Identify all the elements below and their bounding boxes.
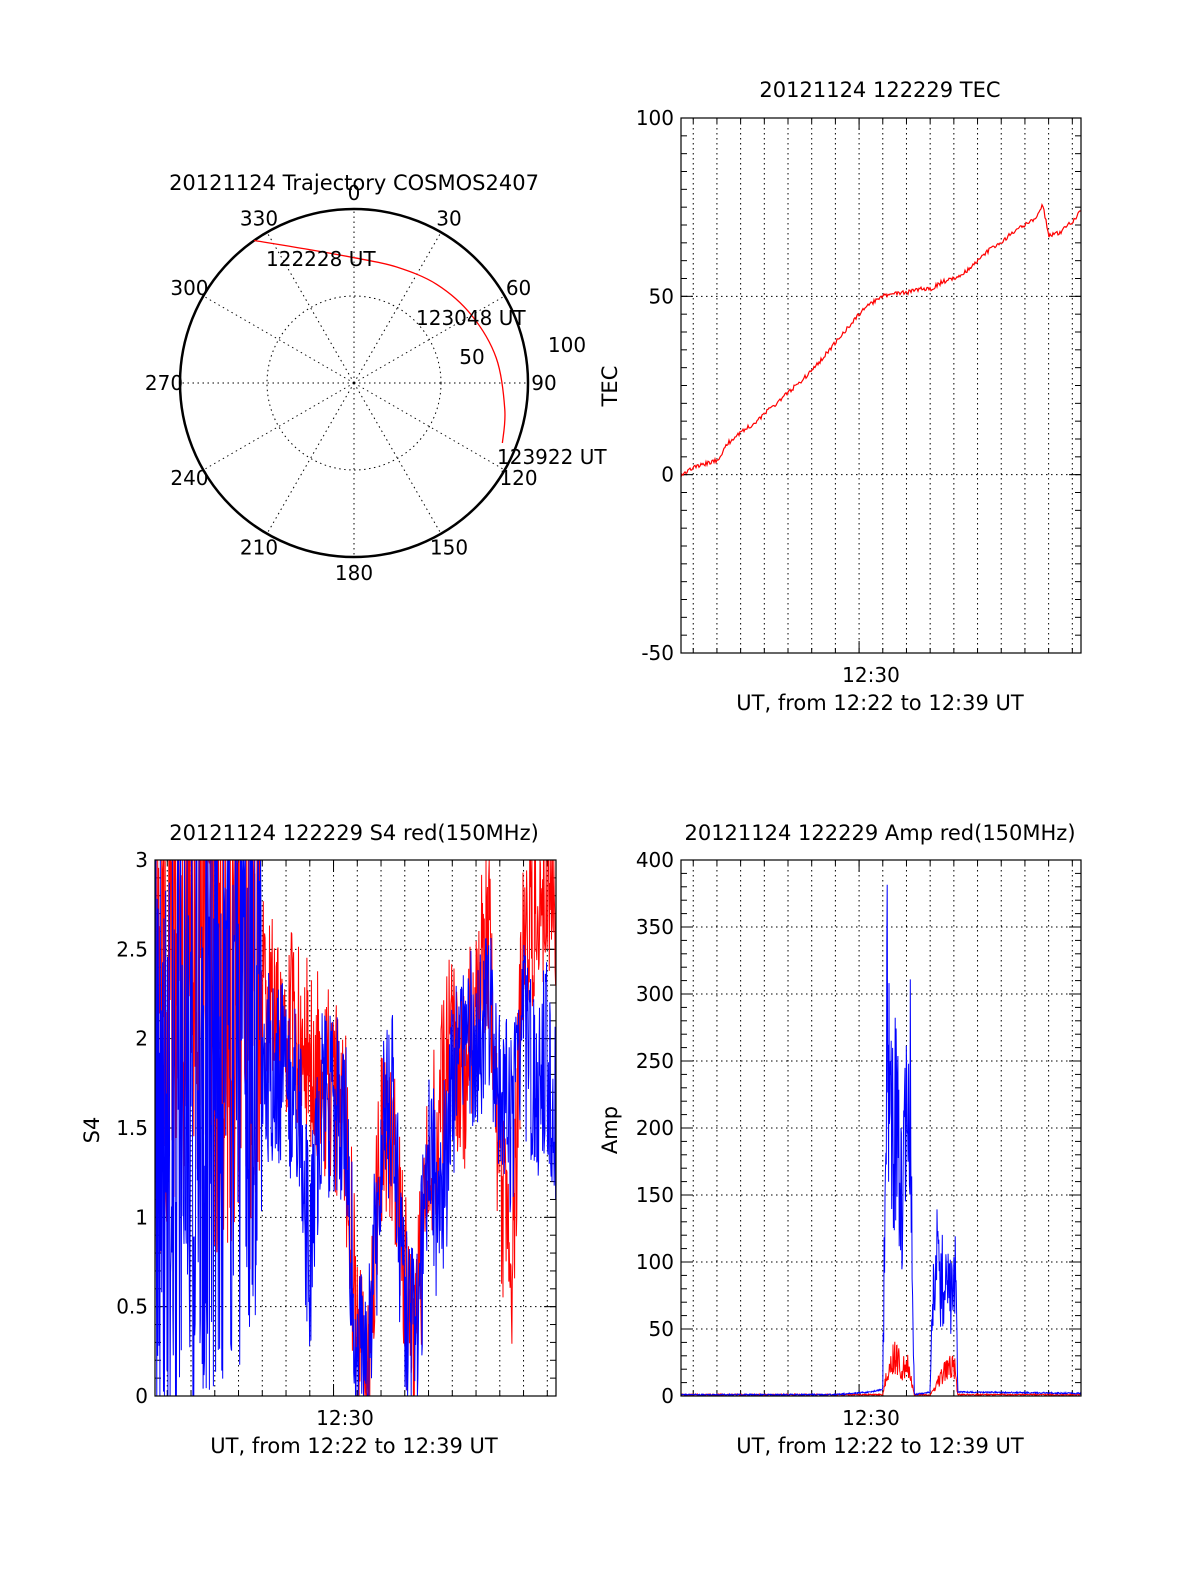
polar-angle-label: 150 xyxy=(430,536,468,560)
y-tick-label: 0 xyxy=(661,463,674,487)
amp-y-axis-label: Amp xyxy=(598,1106,622,1154)
polar-angle-label: 300 xyxy=(170,276,208,300)
polar-angle-label: 240 xyxy=(170,466,208,490)
amp-chart: 20121124 122229 Amp red(150MHz) 400 350 30… xyxy=(598,821,1082,1458)
polar-spoke xyxy=(353,382,505,471)
polar-spoke xyxy=(353,382,442,534)
y-tick-label: 2.5 xyxy=(116,937,148,961)
data-series-line xyxy=(680,884,1082,1397)
amp-x-axis-label: UT, from 12:22 to 12:39 UT xyxy=(736,1434,1024,1458)
polar-chart-title: 20121124 Trajectory COSMOS2407 xyxy=(169,171,539,195)
trajectory-mid-label: 123048 UT xyxy=(416,306,526,330)
trajectory-line xyxy=(254,239,506,444)
y-tick-label: 50 xyxy=(649,1317,674,1341)
polar-angle-label: 60 xyxy=(506,276,531,300)
y-tick-label: 0.5 xyxy=(116,1295,148,1319)
tec-x-tick-label: 12:30 xyxy=(842,663,900,687)
data-series-line xyxy=(680,202,1082,478)
trajectory-start-label: 122228 UT xyxy=(266,247,376,271)
y-tick-label: 250 xyxy=(636,1049,674,1073)
y-tick-label: 100 xyxy=(636,106,674,130)
amp-grid xyxy=(681,859,1081,1397)
polar-angle-labels: 0 30 60 90 120 150 180 210 240 270 300 330 xyxy=(145,181,557,585)
tec-chart: 20121124 122229 TEC 100 50 0 -50 12:30 UT, … xyxy=(598,78,1082,715)
tec-grid xyxy=(681,117,1081,654)
s4-y-tick-labels: 3 2.5 2 1.5 1 0.5 0 xyxy=(116,848,148,1408)
y-tick-label: 1.5 xyxy=(116,1116,148,1140)
amp-chart-title: 20121124 122229 Amp red(150MHz) xyxy=(684,821,1075,845)
y-tick-label: 150 xyxy=(636,1183,674,1207)
amp-series xyxy=(680,884,1082,1397)
polar-spoke xyxy=(203,295,355,384)
s4-chart: 20121124 122229 S4 red(150MHz) 3 2.5 2 1.5 1… xyxy=(80,821,557,1458)
tec-x-axis-label: UT, from 12:22 to 12:39 UT xyxy=(736,691,1024,715)
polar-spoke xyxy=(353,295,505,384)
tec-y-axis-label: TEC xyxy=(598,366,622,408)
y-tick-label: 50 xyxy=(649,284,674,308)
y-tick-label: 3 xyxy=(135,848,148,872)
y-tick-label: 350 xyxy=(636,915,674,939)
y-tick-label: -50 xyxy=(641,641,674,665)
polar-angle-label: 0 xyxy=(348,181,361,205)
amp-plot-frame xyxy=(680,859,1082,1397)
y-tick-label: 0 xyxy=(661,1384,674,1408)
tec-plot-frame xyxy=(680,117,1082,654)
s4-chart-title: 20121124 122229 S4 red(150MHz) xyxy=(169,821,539,845)
polar-spoke xyxy=(353,232,442,384)
y-tick-label: 1 xyxy=(135,1205,148,1229)
trajectory-polar-chart: 20121124 Trajectory COSMOS2407 0 30 60 90 12… xyxy=(145,171,607,585)
polar-outer-circle xyxy=(178,207,530,559)
polar-spoke xyxy=(266,382,355,534)
tec-chart-title: 20121124 122229 TEC xyxy=(759,78,1000,102)
y-tick-label: 2 xyxy=(135,1027,148,1051)
y-tick-label: 100 xyxy=(636,1250,674,1274)
amp-y-tick-labels: 400 350 300 250 200 150 100 50 0 xyxy=(636,848,674,1408)
polar-angle-label: 180 xyxy=(335,561,373,585)
tec-series xyxy=(680,202,1082,478)
y-tick-label: 400 xyxy=(636,848,674,872)
polar-spoke xyxy=(203,382,355,471)
y-tick-label: 200 xyxy=(636,1116,674,1140)
radius-label-50: 50 xyxy=(459,345,484,369)
polar-angle-label: 330 xyxy=(240,206,278,230)
y-tick-label: 300 xyxy=(636,982,674,1006)
polar-angle-label: 30 xyxy=(436,206,461,230)
radius-label-100: 100 xyxy=(548,333,586,357)
s4-x-axis-label: UT, from 12:22 to 12:39 UT xyxy=(210,1434,498,1458)
polar-angle-label: 120 xyxy=(499,466,537,490)
s4-x-tick-label: 12:30 xyxy=(316,1406,374,1430)
polar-angle-label: 210 xyxy=(240,536,278,560)
polar-spoke xyxy=(266,232,355,384)
amp-x-tick-label: 12:30 xyxy=(842,1406,900,1430)
tec-y-tick-labels: 100 50 0 -50 xyxy=(636,106,674,665)
trajectory-end-label: 123922 UT xyxy=(497,445,607,469)
y-tick-label: 0 xyxy=(135,1384,148,1408)
polar-grid-circle xyxy=(266,295,442,471)
polar-angle-label: 270 xyxy=(145,371,183,395)
s4-plot-frame xyxy=(154,859,557,1397)
s4-y-axis-label: S4 xyxy=(80,1117,104,1144)
data-series-line xyxy=(680,1341,1082,1397)
polar-angle-label: 90 xyxy=(531,371,556,395)
